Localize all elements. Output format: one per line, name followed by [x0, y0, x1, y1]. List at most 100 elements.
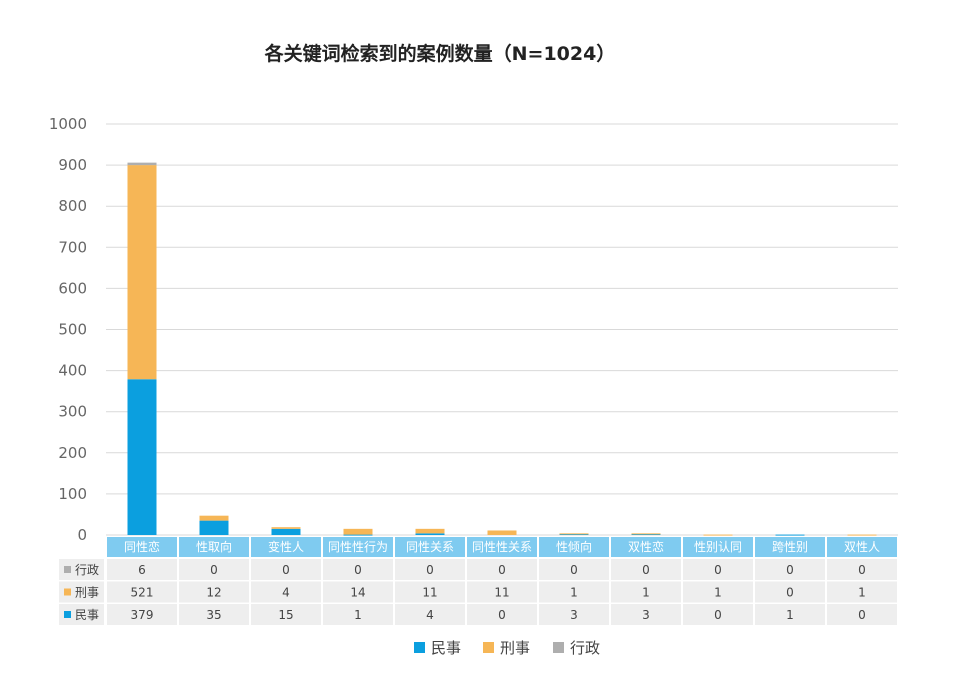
- category-header-cell: [107, 537, 177, 557]
- table-cell: [683, 604, 753, 625]
- category-label: 同性性行为: [328, 540, 388, 554]
- gridlines: [106, 123, 898, 536]
- data-label: 0: [354, 563, 362, 577]
- data-label: 15: [278, 608, 293, 622]
- category-header-cell: [323, 537, 393, 557]
- data-label: 11: [422, 586, 437, 600]
- data-label: 0: [714, 608, 722, 622]
- data-label: 6: [138, 563, 146, 577]
- row-legend-key: [64, 588, 71, 596]
- legend: 民事 刑事 行政: [414, 639, 600, 657]
- table-cell: [395, 604, 465, 625]
- data-label: 0: [570, 563, 578, 577]
- category-label: 同性性关系: [472, 540, 532, 554]
- data-label: 1: [354, 608, 362, 622]
- bar-segment: [127, 379, 157, 535]
- category-header-cell: [179, 537, 249, 557]
- data-label: 0: [498, 608, 506, 622]
- data-label: 3: [642, 608, 650, 622]
- category-label: 变性人: [268, 539, 304, 554]
- y-tick-label: 900: [58, 156, 87, 174]
- category-label: 跨性别: [772, 540, 808, 554]
- y-tick-label: 300: [58, 403, 87, 421]
- table-cell: [683, 581, 753, 603]
- table-cell: [107, 559, 177, 580]
- bar-segment: [703, 534, 733, 536]
- bar-segment: [631, 533, 661, 535]
- bar-segment: [271, 527, 301, 529]
- legend-swatch: [414, 642, 425, 653]
- table-cell: [827, 604, 897, 625]
- bar-segment: [415, 528, 445, 534]
- data-label: 12: [206, 586, 221, 600]
- bar-segment: [199, 520, 229, 535]
- data-label: 1: [714, 586, 722, 600]
- table-cell: [251, 581, 321, 603]
- bar-segment: [775, 534, 805, 536]
- row-legend-key: [64, 611, 71, 618]
- table-cell: [251, 559, 321, 580]
- bar-segment: [343, 534, 373, 536]
- row-label-cell: [59, 581, 104, 603]
- legend-swatch: [483, 642, 494, 653]
- data-label: 521: [131, 586, 154, 600]
- y-axis: 0 100 200 300 400 500 600 700 800 900 1000: [49, 115, 87, 544]
- table-cell: [467, 604, 537, 625]
- legend-label: 刑事: [500, 639, 530, 657]
- data-label: 11: [494, 586, 509, 600]
- table-cell: [323, 581, 393, 603]
- data-label: 0: [642, 563, 650, 577]
- table-cell: [251, 604, 321, 625]
- category-header-cell: [467, 537, 537, 557]
- data-label: 0: [282, 563, 290, 577]
- table-cell: [467, 581, 537, 603]
- table-cell: [107, 581, 177, 603]
- category-header-cell: [251, 537, 321, 557]
- bar-segment: [631, 533, 661, 535]
- table-cell: [611, 559, 681, 580]
- bar-segment: [415, 533, 445, 535]
- table-cell: [395, 581, 465, 603]
- table-cell: [539, 581, 609, 603]
- data-label: 1: [642, 586, 650, 600]
- category-label: 性倾向: [556, 539, 592, 554]
- legend-swatch: [553, 642, 564, 653]
- category-header-cell: [683, 537, 753, 557]
- table-cell: [611, 581, 681, 603]
- bar-segment: [559, 533, 589, 535]
- bar-segment: [127, 165, 157, 380]
- table-cell: [395, 559, 465, 580]
- y-tick-label: 500: [58, 321, 87, 339]
- y-tick-label: 200: [58, 444, 87, 462]
- category-label: 同性关系: [406, 540, 454, 554]
- table-cell: [539, 604, 609, 625]
- category-header-cell: [539, 537, 609, 557]
- table-cell: [179, 604, 249, 625]
- chart-title: 各关键词检索到的案例数量（N=1024）: [264, 42, 616, 65]
- data-label: 4: [282, 586, 290, 600]
- table-cell: [539, 559, 609, 580]
- y-tick-label: 100: [58, 485, 87, 503]
- table-cell: [611, 604, 681, 625]
- y-tick-label: 600: [58, 279, 87, 297]
- data-label: 0: [210, 563, 218, 577]
- bar-segment: [271, 528, 301, 535]
- table-cell: [107, 604, 177, 625]
- data-label: 0: [858, 563, 866, 577]
- data-label: 1: [858, 586, 866, 600]
- row-label-cell: [59, 604, 104, 625]
- row-label-cell: [59, 559, 104, 580]
- y-tick-label: 1000: [49, 115, 87, 133]
- data-label: 379: [131, 608, 154, 622]
- table-cell: [683, 559, 753, 580]
- y-tick-label: 700: [58, 238, 87, 256]
- data-label: 14: [350, 586, 365, 600]
- data-label: 1: [786, 608, 794, 622]
- data-label: 0: [786, 586, 794, 600]
- legend-label: 行政: [570, 639, 600, 657]
- category-label: 双性人: [844, 540, 880, 554]
- table-cell: [755, 581, 825, 603]
- table-cell: [323, 559, 393, 580]
- y-tick-label: 0: [77, 526, 87, 544]
- bar-segment: [343, 528, 373, 535]
